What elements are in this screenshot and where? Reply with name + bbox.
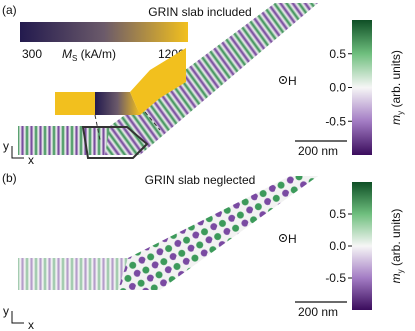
panel-title: GRIN slab included (148, 5, 251, 19)
panel-label: (a) (2, 3, 17, 17)
field-label: H (288, 232, 297, 246)
colorbar-tick-label: 0.0 (329, 239, 346, 253)
field-dot (282, 79, 284, 81)
panel-label: (b) (2, 171, 17, 185)
field-dot (282, 237, 284, 239)
colorbar-tick-label: 0.5 (329, 207, 346, 221)
colorbar-units: (arb. units) (389, 209, 403, 270)
colorbar-symbol: m (389, 115, 403, 125)
colorbar-label: my (arb. units) (389, 209, 405, 284)
gold-slab-right (130, 48, 186, 115)
field-label: H (288, 74, 297, 88)
axis-x: x (28, 318, 34, 331)
ms-colorbar (20, 22, 188, 42)
ms-subscript: S (72, 54, 77, 63)
waveguide-straight (18, 258, 128, 290)
ms-units: (kA/m) (77, 47, 116, 61)
waveguide-bend (105, 3, 318, 155)
field-symbol (279, 234, 287, 242)
axis-y: y (3, 139, 9, 153)
scale-label: 200 nm (298, 144, 338, 158)
slab-outline (81, 126, 149, 159)
colorbar-tick-label: 0.5 (329, 47, 346, 61)
gold-slab-left (55, 92, 95, 115)
waveguide-straight (18, 126, 118, 155)
colorbar-subscript: y (396, 269, 405, 273)
grin-slab (95, 92, 140, 115)
waveguide-bend (118, 176, 318, 290)
panel: (b) GRIN slab neglected H 200 nm 0.5 0.0 -0.5 m… (2, 171, 405, 331)
ms-min: 300 (22, 47, 42, 61)
ms-label: MS (kA/m) (62, 47, 116, 63)
colorbar-symbol: m (389, 273, 403, 283)
colorbar-tick-label: -0.5 (325, 114, 346, 128)
dashed-guide (94, 114, 101, 141)
ms-symbol: M (62, 47, 72, 61)
colorbar-tick-label: 0.0 (329, 81, 346, 95)
colorbar (352, 20, 372, 155)
field-symbol (279, 76, 287, 84)
axes-glyph (11, 311, 24, 324)
colorbar-label: my (arb. units) (389, 50, 405, 125)
panel-title: GRIN slab neglected (145, 173, 256, 187)
axes-glyph (11, 146, 24, 159)
axis-y: y (3, 304, 9, 318)
colorbar-subscript: y (396, 111, 405, 115)
colorbar (352, 182, 372, 310)
axis-x: x (28, 153, 34, 167)
colorbar-units: (arb. units) (389, 50, 403, 111)
scale-label: 200 nm (298, 305, 338, 319)
colorbar-tick-label: -0.5 (325, 271, 346, 285)
dashed-guide (144, 111, 161, 131)
